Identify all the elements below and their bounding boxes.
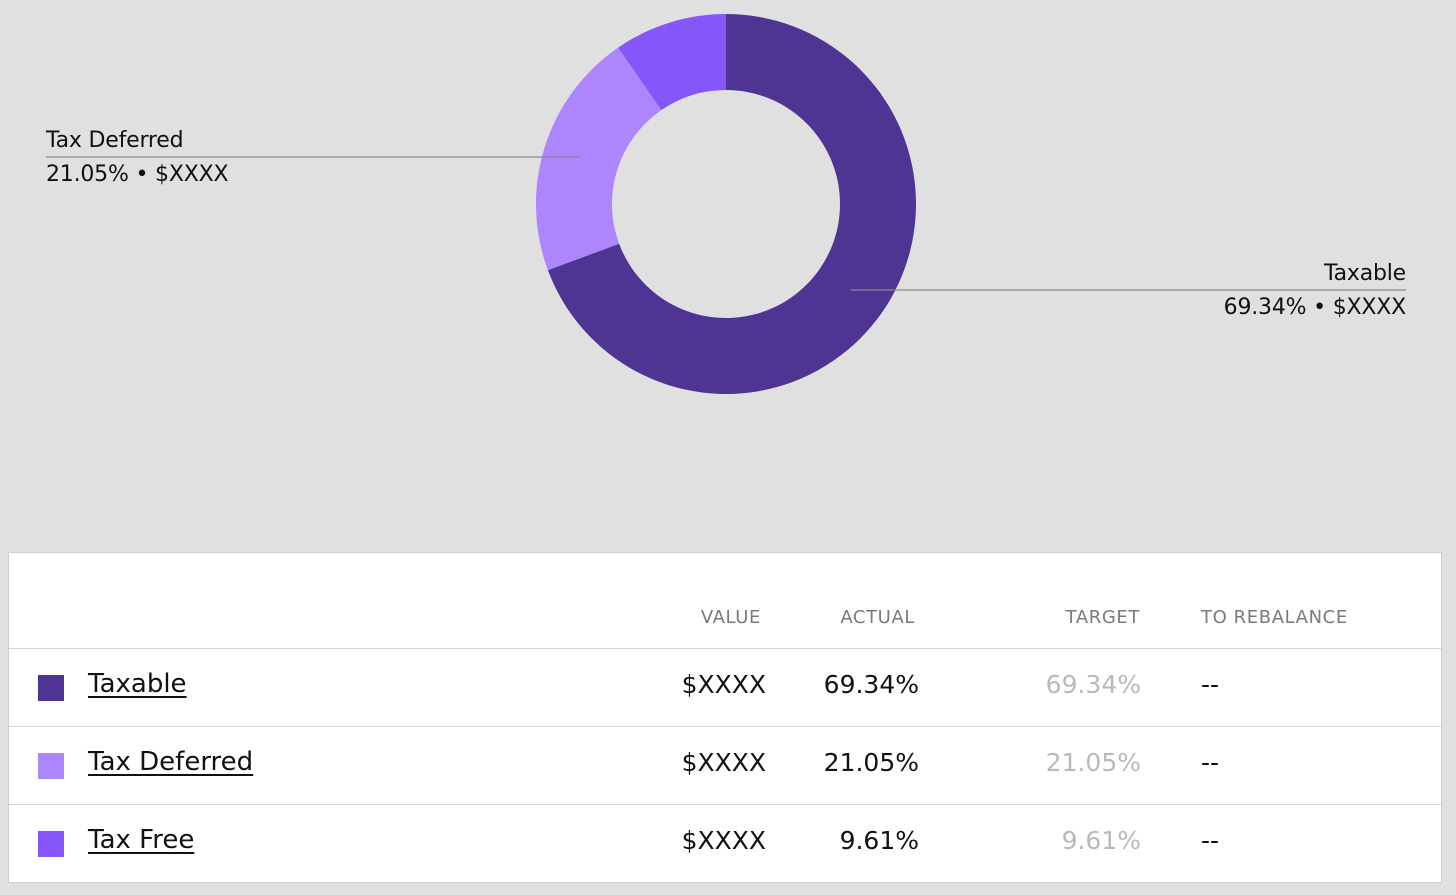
taxable-callout: Taxable 69.34% • $XXXX	[1223, 257, 1407, 325]
donut-slices	[536, 14, 916, 394]
header-actual: ACTUAL	[840, 607, 915, 628]
tax-deferred-callout-value: 21.05% • $XXXX	[46, 162, 229, 187]
tax-deferred-link[interactable]: Tax Deferred	[88, 747, 254, 777]
donut-slice-tax-free	[618, 14, 726, 111]
table-row-tax-deferred: Tax Deferred $XXXX 21.05% 21.05% --	[9, 727, 1441, 805]
table-header: VALUE ACTUAL TARGET TO REBALANCE	[9, 553, 1441, 649]
tax-deferred-callout: Tax Deferred 21.05% • $XXXX	[46, 124, 229, 192]
color-swatch	[38, 675, 64, 701]
header-target: TARGET	[1065, 607, 1140, 628]
tax-deferred-callout-label: Tax Deferred	[46, 128, 184, 153]
row-value: $XXXX	[681, 670, 766, 699]
row-value: $XXXX	[681, 826, 766, 855]
row-actual: 21.05%	[823, 748, 919, 777]
row-to-rebalance: --	[1201, 826, 1220, 855]
tax-free-link[interactable]: Tax Free	[88, 825, 195, 855]
row-target: 21.05%	[1045, 748, 1141, 777]
donut-slice-taxable	[547, 14, 916, 394]
row-value: $XXXX	[681, 748, 766, 777]
taxable-link[interactable]: Taxable	[88, 669, 187, 699]
donut-chart-svg	[46, 14, 1406, 394]
row-target: 9.61%	[1061, 826, 1141, 855]
allocation-table: VALUE ACTUAL TARGET TO REBALANCE Taxable…	[8, 552, 1442, 883]
color-swatch	[38, 831, 64, 857]
donut-slice-tax-deferred	[536, 47, 662, 271]
taxable-callout-label: Taxable	[1324, 261, 1406, 286]
row-target: 69.34%	[1045, 670, 1141, 699]
table-row-taxable: Taxable $XXXX 69.34% 69.34% --	[9, 649, 1441, 727]
row-actual: 9.61%	[839, 826, 919, 855]
header-to-rebalance: TO REBALANCE	[1201, 607, 1348, 628]
color-swatch	[38, 753, 64, 779]
table-row-tax-free: Tax Free $XXXX 9.61% 9.61% --	[9, 805, 1441, 883]
row-to-rebalance: --	[1201, 748, 1220, 777]
row-to-rebalance: --	[1201, 670, 1220, 699]
header-value: VALUE	[700, 607, 761, 628]
row-actual: 69.34%	[823, 670, 919, 699]
allocation-donut-chart: Tax Deferred 21.05% • $XXXX Taxable 69.3…	[46, 14, 1407, 394]
taxable-callout-value: 69.34% • $XXXX	[1223, 295, 1407, 320]
